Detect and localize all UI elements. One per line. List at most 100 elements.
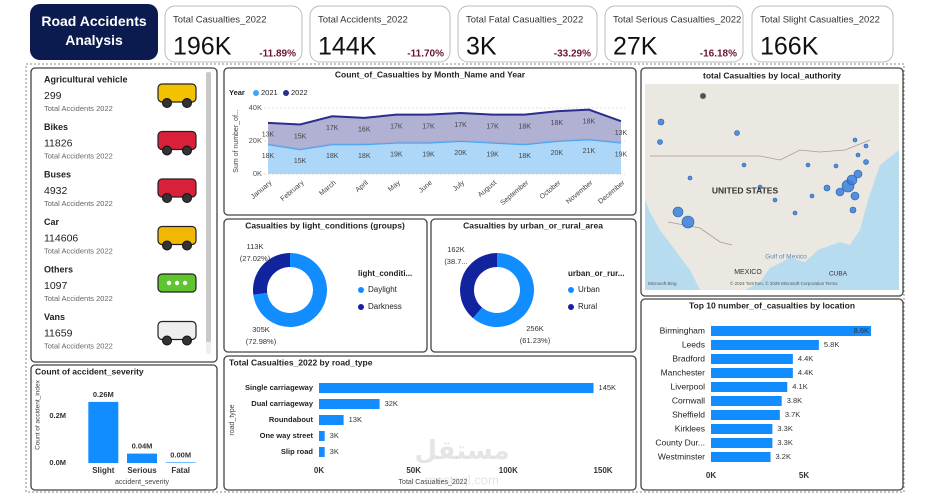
kpi-label: Total Accidents_2022 — [318, 15, 408, 26]
data-label: 21K — [583, 148, 596, 155]
kpi-label: Total Serious Casualties_2022 — [613, 15, 741, 26]
bar — [319, 447, 325, 457]
data-label: 4.1K — [792, 382, 807, 391]
bar — [711, 424, 773, 434]
donut-slice — [253, 253, 327, 327]
data-label: 3K — [330, 447, 339, 456]
data-label: 17K — [326, 125, 339, 132]
vehicle-name: Others — [44, 264, 73, 274]
data-label: 3.8K — [787, 396, 802, 405]
chart-title: Top 10 number_of_casualties by location — [689, 300, 855, 310]
area — [268, 139, 621, 174]
data-label: 13K — [262, 132, 275, 139]
y-tick-label: 0.0M — [49, 458, 66, 467]
map-point — [757, 184, 763, 190]
vehicle-icon — [162, 335, 172, 346]
data-label: 162K — [447, 245, 465, 254]
vehicle-icon — [157, 225, 197, 246]
x-tick-label: 0K — [706, 471, 716, 480]
vehicle-icon — [182, 145, 192, 156]
chart-title: Total Casualties_2022 by road_type — [229, 357, 373, 367]
x-tick-label: 0K — [314, 466, 324, 475]
panel — [640, 298, 904, 491]
panel — [30, 364, 218, 491]
map-point — [855, 152, 861, 158]
bar — [711, 354, 793, 364]
vehicle-value: 299 — [44, 90, 62, 102]
map-point — [850, 191, 860, 201]
data-label: 19K — [422, 151, 435, 158]
map-point — [792, 210, 798, 216]
legend-marker — [253, 90, 259, 96]
data-label: 32K — [385, 399, 398, 408]
y-tick-label: Cornwall — [672, 395, 705, 405]
x-tick-label: 5K — [799, 471, 809, 480]
map-brand: Microsoft Bing — [648, 281, 677, 286]
data-label: (61.23%) — [520, 336, 551, 345]
data-label: 18K — [358, 153, 371, 160]
vehicle-icon — [157, 320, 197, 341]
legend-marker — [568, 304, 574, 310]
watermark: مستقل — [414, 435, 509, 465]
kpi-card — [457, 5, 598, 63]
map-point — [863, 143, 869, 149]
frame — [25, 63, 905, 493]
vehicle-icon — [182, 240, 192, 251]
y-tick-label: Bradford — [672, 353, 705, 363]
data-label: (27.02%) — [240, 254, 271, 263]
x-axis-title: accident_severity — [115, 479, 170, 486]
map-point — [823, 184, 831, 192]
x-tick-label: 150K — [593, 466, 612, 475]
legend-title: urban_or_rur... — [568, 269, 624, 278]
vehicle-icon — [182, 280, 188, 286]
map-point — [681, 215, 695, 229]
x-tick-label: 100K — [499, 466, 518, 475]
vehicle-caption: Total Accidents 2022 — [44, 151, 113, 160]
kpi-card — [309, 5, 451, 63]
dashboard-title: Road Accidents Analysis — [41, 13, 146, 48]
bar — [711, 452, 771, 462]
x-tick-label: 50K — [406, 466, 421, 475]
data-label: 17K — [454, 122, 467, 129]
data-label: (38.7... — [444, 257, 467, 266]
legend-label: 2021 — [261, 88, 278, 97]
y-axis-title: Sum of number_of... — [233, 109, 240, 172]
donut-slice — [472, 253, 534, 328]
map-credit: © 2024 TomTom, © 2025 Microsoft Corporat… — [730, 280, 838, 286]
data-label: 3.7K — [785, 410, 800, 419]
kpi-value: 144K — [318, 33, 377, 61]
map-point — [657, 139, 663, 145]
vehicle-name: Buses — [44, 169, 71, 179]
vehicle-value: 11826 — [44, 137, 73, 149]
kpi-value: 27K — [613, 33, 658, 61]
vehicle-caption: Total Accidents 2022 — [44, 341, 113, 350]
vehicle-caption: Total Accidents 2022 — [44, 246, 113, 255]
kpi-card — [751, 5, 894, 63]
kpi-change: -33.29% — [554, 49, 591, 60]
bar — [711, 340, 819, 350]
data-label: 18K — [326, 153, 339, 160]
line — [267, 108, 622, 126]
data-label: 20K — [551, 150, 564, 157]
data-label: 0.00M — [170, 450, 191, 459]
bar — [165, 462, 196, 463]
map-label: Gulf of Mexico — [765, 254, 807, 261]
data-label: 3.3K — [777, 424, 792, 433]
area — [268, 109, 621, 150]
x-tick-label: Fatal — [171, 466, 190, 475]
data-label: 305K — [252, 325, 270, 334]
kpi-value: 3K — [466, 33, 497, 61]
map-point — [672, 206, 684, 218]
map-point — [805, 162, 811, 168]
vehicle-icon — [162, 240, 172, 251]
data-label: 18K — [583, 118, 596, 125]
x-tick-label: Serious — [127, 466, 157, 475]
y-axis-title: Count of accident_index — [35, 379, 42, 449]
y-tick-label: Kirklees — [675, 423, 705, 433]
bar — [711, 410, 780, 420]
data-label: 3K — [330, 431, 339, 440]
vehicle-icon — [182, 98, 192, 108]
y-tick-label: Slip road — [281, 447, 314, 456]
data-label: 18K — [518, 123, 531, 130]
